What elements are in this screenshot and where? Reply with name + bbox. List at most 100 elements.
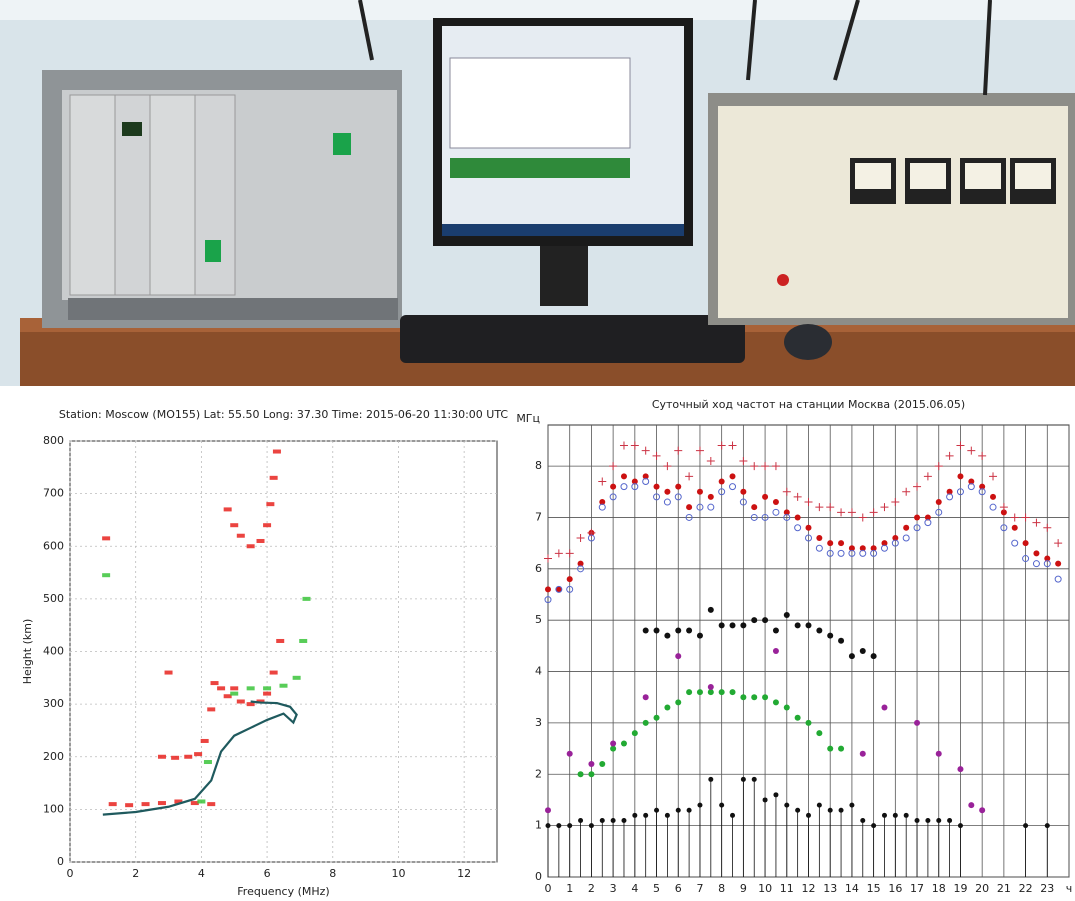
point	[740, 488, 747, 495]
switch	[333, 133, 351, 155]
x-tick-label: 21	[997, 882, 1011, 895]
stem-point	[914, 818, 920, 877]
point	[805, 524, 812, 531]
stem-head	[654, 807, 660, 813]
stem-head	[567, 823, 573, 829]
point	[675, 483, 682, 490]
point	[610, 483, 617, 490]
x-tick-label: 10	[758, 882, 772, 895]
module	[149, 94, 196, 296]
point	[827, 540, 834, 547]
chart-title: Station: Moscow (MO155) Lat: 55.50 Long:…	[59, 408, 509, 421]
point	[1022, 540, 1029, 547]
point	[642, 719, 649, 726]
wall-top	[0, 0, 1075, 20]
point	[946, 493, 954, 501]
rack-base	[68, 298, 398, 320]
stem-point	[871, 823, 877, 877]
point	[696, 689, 703, 696]
point	[653, 493, 661, 501]
point	[631, 730, 638, 737]
point	[935, 750, 942, 757]
y-axis-label: МГц	[516, 412, 540, 425]
point	[989, 472, 998, 481]
stem-head	[806, 812, 811, 818]
trace-point	[269, 670, 278, 675]
point	[1044, 555, 1051, 562]
point	[870, 545, 877, 552]
meter-face	[965, 163, 1001, 189]
point	[913, 524, 921, 532]
point	[642, 694, 649, 701]
meter-face	[910, 163, 946, 189]
stem-head	[795, 807, 801, 813]
stem-head	[1023, 823, 1029, 829]
stem-head	[936, 818, 942, 823]
point	[707, 606, 714, 613]
trace-point	[174, 799, 183, 804]
stem-head	[871, 823, 877, 829]
point	[762, 694, 769, 701]
stem-point	[881, 812, 887, 877]
trace-point	[269, 475, 278, 480]
point	[1043, 560, 1051, 568]
stem-head	[545, 823, 551, 829]
stem-head	[632, 812, 638, 818]
stem-head	[697, 802, 703, 808]
point	[892, 535, 899, 541]
point	[739, 498, 747, 506]
stem-point	[556, 823, 562, 877]
point	[1000, 509, 1007, 516]
stem-point	[730, 812, 736, 877]
point	[555, 586, 562, 593]
stem-point	[740, 776, 746, 877]
point	[924, 514, 931, 521]
point	[859, 549, 867, 557]
y-axis-label: Height (km)	[21, 619, 34, 685]
stem-head	[686, 807, 692, 813]
point	[566, 750, 573, 757]
point	[674, 493, 682, 501]
point	[978, 451, 987, 460]
stem-head	[762, 797, 768, 803]
module	[194, 94, 236, 296]
transmitter-panel	[718, 106, 1068, 318]
stem-point	[686, 807, 692, 877]
point	[805, 622, 812, 629]
point	[771, 462, 780, 471]
trace-point	[272, 449, 281, 454]
point	[870, 653, 877, 660]
point	[794, 714, 801, 721]
point	[1054, 539, 1063, 548]
stem-point	[838, 807, 844, 877]
point	[620, 483, 628, 491]
point	[816, 535, 823, 541]
point	[848, 545, 855, 552]
x-tick-label: 2	[588, 882, 595, 895]
stem-head	[578, 818, 584, 823]
trace-point	[108, 802, 117, 807]
x-tick-label: 8	[329, 867, 336, 880]
point	[620, 740, 627, 747]
point	[979, 807, 986, 814]
trace-point	[236, 533, 245, 538]
point	[664, 704, 671, 711]
stem-point	[806, 812, 811, 877]
point	[653, 483, 660, 490]
stem-point	[610, 818, 616, 877]
point	[880, 503, 889, 512]
point	[750, 513, 758, 521]
point	[544, 554, 552, 563]
x-tick-label: 5	[653, 882, 660, 895]
point	[577, 565, 585, 573]
stem-point	[697, 802, 703, 877]
point	[838, 637, 845, 644]
trace-point	[263, 523, 272, 528]
x-axis-label: Frequency (MHz)	[237, 885, 329, 898]
trace-point	[276, 638, 285, 643]
x-tick-label: 12	[802, 882, 816, 895]
point	[772, 648, 779, 654]
point	[577, 771, 584, 778]
point	[545, 807, 551, 814]
point	[881, 540, 888, 547]
